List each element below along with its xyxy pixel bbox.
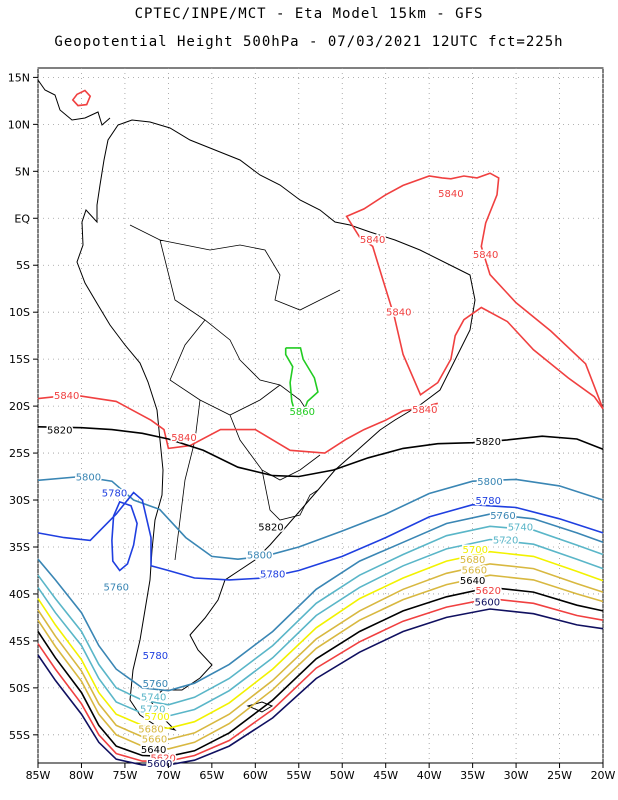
closed-contour-5760 (111, 500, 138, 572)
contour-5660 (37, 574, 604, 750)
x-tick-label: 60W (243, 769, 268, 782)
contour-label-5720: 5720 (493, 535, 518, 546)
y-tick-label: 20S (9, 400, 30, 413)
x-tick-label: 50W (330, 769, 355, 782)
x-tick-label: 80W (69, 769, 94, 782)
contour-label-5780: 5780 (102, 489, 127, 500)
contour-label-5600: 5600 (475, 597, 500, 608)
contour-5760 (37, 513, 604, 692)
contour-label-5860: 5860 (290, 407, 315, 418)
x-tick-label: 65W (199, 769, 224, 782)
contour-5840 (37, 393, 439, 454)
contour-label-5780: 5780 (260, 569, 285, 580)
x-tick-label: 70W (156, 769, 181, 782)
contour-label-5620: 5620 (150, 753, 175, 764)
contour-label-5760: 5760 (104, 582, 129, 593)
x-axis: 85W 80W 75W 70W 65W 60W 55W 50W 45W 40W 35W 30W 25W 2… (26, 763, 616, 782)
x-tick-label: 75W (112, 769, 137, 782)
contour-label-5840: 5840 (438, 189, 463, 200)
y-tick-label: 30S (9, 494, 30, 507)
y-tick-label: 15S (9, 353, 30, 366)
falklands (246, 701, 274, 713)
contour-label-5840: 5840 (473, 250, 498, 261)
contour-5820 (37, 426, 604, 478)
y-tick-label: 45S (9, 635, 30, 648)
contour-label-5840: 5840 (360, 235, 385, 246)
contour-label-5740: 5740 (141, 692, 166, 703)
contour-5720 (37, 538, 604, 717)
x-tick-label: 40W (417, 769, 442, 782)
contour-label-5660: 5660 (462, 566, 487, 577)
plot-frame (37, 67, 604, 764)
contour-label-5640: 5640 (141, 745, 166, 756)
closed-contour-5840 (71, 89, 92, 107)
y-tick-label: 5N (15, 165, 30, 178)
series-layer (37, 89, 604, 766)
y-tick-label: 10N (8, 118, 30, 131)
contour-label-5800: 5800 (477, 477, 502, 488)
y-tick-label: 5S (16, 259, 30, 272)
contour-label-5620: 5620 (476, 586, 501, 597)
contour-label-5700: 5700 (462, 545, 487, 556)
coastline-layer (37, 79, 476, 731)
y-tick-label: 10S (9, 306, 30, 319)
contour-label-5640: 5640 (460, 576, 485, 587)
coastline (76, 119, 476, 731)
x-tick-label: 35W (460, 769, 485, 782)
x-tick-label: 20W (591, 769, 616, 782)
central-america (37, 79, 111, 126)
y-tick-label: 35S (9, 541, 30, 554)
y-tick-label: 50S (9, 682, 30, 695)
contour-5680 (37, 563, 604, 741)
contour-label-5700: 5700 (144, 712, 169, 723)
chart-title: CPTEC/INPE/MCT - Eta Model 15km - GFS (134, 6, 484, 22)
x-tick-label: 45W (373, 769, 398, 782)
contour-label-5660: 5660 (142, 735, 167, 746)
contour-label-5840: 5840 (386, 307, 411, 318)
contour-5800 (37, 475, 604, 561)
grid (37, 68, 604, 763)
y-tick-label: EQ (14, 212, 30, 225)
contour-label-5680: 5680 (460, 555, 485, 566)
contour-5620 (37, 597, 604, 762)
contour-label-5840: 5840 (171, 433, 196, 444)
x-tick-label: 30W (504, 769, 529, 782)
x-tick-label: 55W (286, 769, 311, 782)
contour-label-5780: 5780 (143, 651, 168, 662)
y-tick-label: 40S (9, 588, 30, 601)
contour-5640 (37, 586, 604, 758)
contour-label-5760: 5760 (490, 511, 515, 522)
contour-5740 (37, 525, 604, 706)
contour-label-5720: 5720 (140, 705, 165, 716)
contour-label-5820: 5820 (47, 426, 72, 437)
contour-labels: 5860 5840 5840 5840 5840 5840 5840 5840 5820 5820… (46, 187, 535, 771)
contour-label-5840: 5840 (412, 405, 437, 416)
y-axis: 15N 10N 5N EQ 5S 10S 15S 20S 25S 30S 35S 40S 45S 50S 5… (8, 71, 38, 742)
y-tick-label: 25S (9, 447, 30, 460)
contour-label-5820: 5820 (258, 522, 283, 533)
contour-label-5760: 5760 (143, 679, 168, 690)
chart-subtitle: Geopotential Height 500hPa - 07/03/2021 … (54, 34, 564, 50)
contour-5780 (37, 491, 604, 581)
x-tick-label: 85W (26, 769, 51, 782)
contour-label-5600: 5600 (147, 759, 172, 770)
contour-5600 (37, 608, 604, 766)
contour-label-5800: 5800 (76, 473, 101, 484)
y-tick-label: 55S (9, 729, 30, 742)
contour-5860 (284, 347, 319, 417)
contour-label-5840: 5840 (54, 391, 79, 402)
x-tick-label: 25W (547, 769, 572, 782)
y-tick-label: 15N (8, 71, 30, 84)
contour-5700 (37, 550, 604, 730)
contour-label-5680: 5680 (138, 724, 163, 735)
contour-label-5800: 5800 (247, 551, 272, 562)
contour-label-5740: 5740 (508, 522, 533, 533)
closed-contour-5840 (345, 172, 604, 410)
contour-label-5820: 5820 (476, 437, 501, 448)
contour-label-5780: 5780 (476, 496, 501, 507)
